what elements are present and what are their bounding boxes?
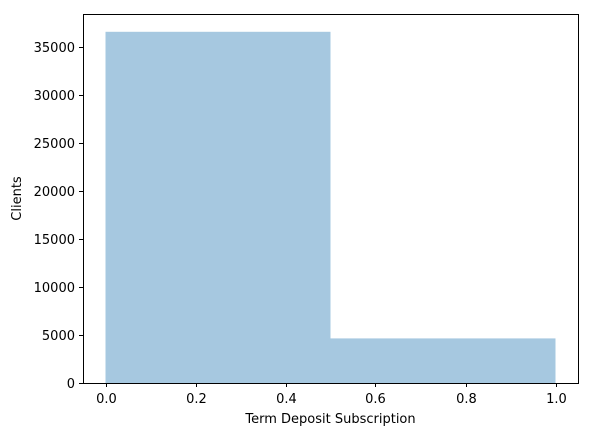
y-tick-label-0: 0 <box>67 377 75 392</box>
y-tick-label-4: 20000 <box>34 185 75 200</box>
y-axis-label: Clients <box>10 176 25 221</box>
y-axis-ticks: 0 5000 10000 15000 20000 25000 30000 35000 <box>34 41 83 392</box>
x-tick-label-4: 0.8 <box>456 392 477 407</box>
histogram-bar-0 <box>106 32 331 383</box>
y-tick-label-5: 25000 <box>34 137 75 152</box>
bars-group <box>106 32 556 383</box>
x-tick-label-3: 0.6 <box>365 392 386 407</box>
x-tick-label-2: 0.4 <box>276 392 297 407</box>
histogram-bar-1 <box>331 338 556 383</box>
y-tick-label-6: 30000 <box>34 89 75 104</box>
y-tick-label-3: 15000 <box>34 233 75 248</box>
x-axis-label: Term Deposit Subscription <box>244 412 415 427</box>
x-tick-label-0: 0.0 <box>96 392 117 407</box>
x-tick-label-5: 1.0 <box>546 392 567 407</box>
y-tick-label-1: 5000 <box>42 329 75 344</box>
y-tick-label-2: 10000 <box>34 281 75 296</box>
y-tick-label-7: 35000 <box>34 41 75 56</box>
x-axis-ticks: 0.0 0.2 0.4 0.6 0.8 1.0 <box>96 383 567 407</box>
x-tick-label-1: 0.2 <box>186 392 207 407</box>
